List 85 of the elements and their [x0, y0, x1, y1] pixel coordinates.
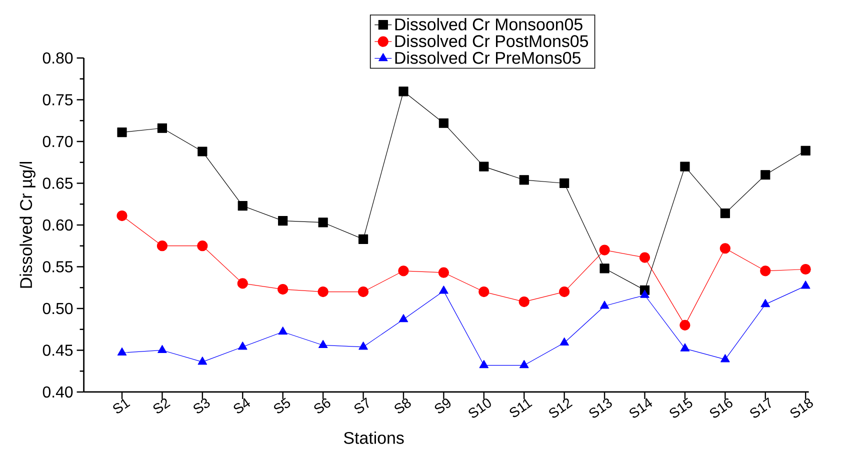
- point: [117, 128, 127, 138]
- point: [800, 280, 810, 289]
- point: [479, 360, 489, 368]
- point: [278, 326, 288, 335]
- point: [238, 342, 248, 350]
- point: [600, 264, 610, 274]
- x-tick-label: S8: [394, 398, 411, 414]
- point: [479, 162, 489, 172]
- point: [358, 286, 369, 298]
- x-tick-label: S9: [434, 398, 451, 414]
- point: [318, 218, 328, 228]
- point: [720, 354, 730, 362]
- point: [680, 162, 690, 172]
- point: [760, 170, 770, 180]
- x-tick-label: S6: [314, 398, 330, 414]
- point: [197, 240, 208, 252]
- point: [158, 344, 167, 354]
- point: [117, 347, 127, 356]
- point: [358, 234, 368, 244]
- point: [318, 340, 328, 348]
- point: [760, 299, 770, 308]
- point: [398, 314, 408, 322]
- x-tick-label: S11: [510, 398, 532, 418]
- point: [198, 146, 208, 156]
- y-tick-label: 0.45: [42, 344, 73, 356]
- point: [680, 320, 690, 330]
- point: [519, 175, 529, 185]
- point: [560, 337, 569, 346]
- point: [318, 286, 328, 298]
- point: [640, 290, 650, 298]
- x-tick-label: S18: [790, 398, 813, 418]
- point: [478, 286, 490, 298]
- point: [116, 210, 128, 222]
- point: [720, 243, 730, 254]
- y-axis-title: Dissolved Cr µg/l: [20, 162, 36, 288]
- x-tick-label: S10: [468, 398, 491, 418]
- point: [518, 296, 530, 308]
- x-tick-label: S7: [354, 397, 369, 414]
- point: [639, 252, 650, 263]
- x-tick-label: S1: [113, 398, 130, 414]
- point: [720, 208, 730, 218]
- point: [156, 240, 168, 252]
- point: [600, 300, 610, 309]
- point: [398, 86, 408, 96]
- y-tick-label: 0.55: [42, 261, 73, 272]
- point: [559, 286, 570, 298]
- x-tick-label: S4: [234, 398, 250, 414]
- x-tick-label: S3: [194, 398, 210, 414]
- legend-label: Dissolved Cr Monsoon05: [395, 18, 582, 30]
- point: [800, 146, 810, 156]
- point: [439, 286, 448, 294]
- x-tick-label: S15: [670, 398, 692, 418]
- point: [238, 200, 248, 211]
- y-tick-label: 0.75: [42, 94, 73, 106]
- point: [800, 264, 811, 275]
- legend-label: Dissolved Cr PostMons05: [395, 34, 588, 48]
- y-tick-label: 0.80: [42, 52, 73, 64]
- y-tick-label: 0.40: [42, 386, 73, 398]
- point: [398, 266, 409, 276]
- x-tick-label: S12: [549, 398, 573, 418]
- y-tick-label: 0.65: [42, 178, 73, 189]
- y-tick-label: 0.60: [42, 219, 73, 231]
- point: [599, 244, 610, 256]
- point: [560, 178, 570, 188]
- x-tick-label: S16: [710, 398, 732, 418]
- x-axis-title: Stations: [344, 432, 404, 444]
- point: [278, 284, 288, 295]
- x-tick-label: S14: [630, 398, 652, 418]
- y-tick-label: 0.50: [42, 302, 73, 314]
- point: [198, 356, 208, 365]
- point: [519, 360, 529, 368]
- point: [438, 267, 449, 278]
- x-tick-label: S5: [274, 398, 290, 414]
- point: [237, 278, 248, 289]
- y-tick-label: 0.70: [42, 136, 73, 148]
- point: [680, 343, 690, 352]
- x-tick-label: S17: [750, 397, 771, 418]
- x-tick-label: S13: [589, 398, 612, 418]
- point: [358, 342, 368, 350]
- point: [438, 118, 448, 128]
- x-tick-label: S2: [153, 398, 170, 414]
- point: [278, 216, 288, 226]
- point: [760, 266, 771, 276]
- point: [157, 123, 168, 133]
- legend-label: Dissolved Cr PreMons05: [395, 51, 580, 64]
